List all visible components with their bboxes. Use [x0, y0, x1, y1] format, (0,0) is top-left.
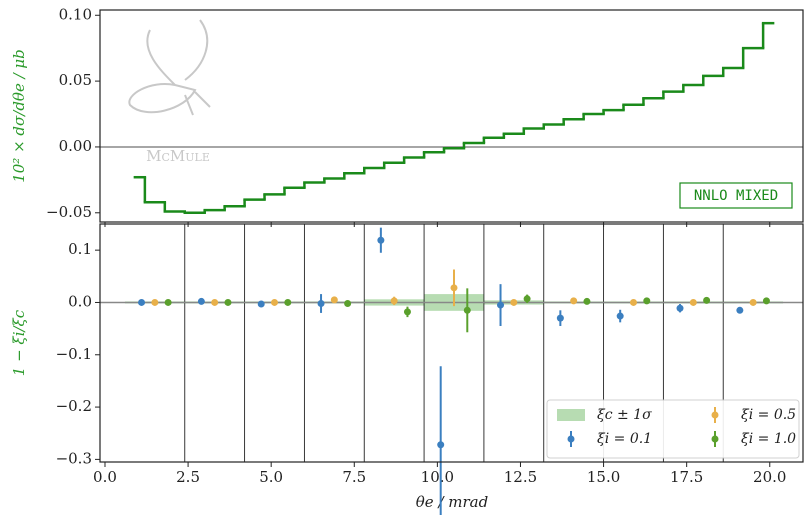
point: [583, 297, 591, 305]
y-tick-label: 0.10: [59, 5, 92, 23]
x-tick-label: 17.5: [670, 468, 703, 486]
watermark: McMule: [146, 147, 210, 165]
axes-frame: [99, 223, 804, 463]
annotation: NNLO MIXED: [694, 188, 778, 204]
x-tick-label: 20.0: [753, 468, 786, 486]
annotation-box: [679, 182, 793, 209]
point: [197, 297, 205, 305]
legend-marker: [567, 435, 575, 443]
point: [257, 300, 265, 308]
legend-label: ξc ± 1σ: [597, 407, 652, 423]
point: [703, 296, 711, 304]
point: [284, 298, 292, 306]
point: [523, 295, 531, 303]
legend-marker: [711, 411, 719, 419]
point: [510, 298, 518, 306]
point: [616, 312, 624, 320]
point: [437, 441, 445, 449]
y-tick-label: 0.05: [59, 71, 92, 89]
x-tick-label: 10.0: [421, 468, 454, 486]
point: [556, 314, 564, 322]
point: [736, 306, 744, 314]
legend-label: ξi = 0.5: [741, 407, 796, 423]
y-tick-label: 0.00: [59, 137, 92, 155]
x-tick-label: 12.5: [504, 468, 537, 486]
point: [138, 298, 146, 306]
legend-box: [546, 399, 800, 459]
point: [762, 297, 770, 305]
legend-label: ξi = 1.0: [741, 431, 796, 447]
point: [749, 298, 757, 306]
x-tick-label: 15.0: [587, 468, 620, 486]
x-axis-label: θe / mrad: [416, 493, 488, 511]
point: [377, 236, 385, 244]
point: [317, 300, 325, 308]
point: [403, 308, 411, 316]
y-tick-label: −0.3: [56, 449, 92, 467]
point: [497, 301, 505, 309]
legend-marker: [557, 409, 585, 421]
x-tick-label: 2.5: [176, 468, 200, 486]
legend-label: ξi = 0.1: [597, 431, 652, 447]
point: [676, 304, 684, 312]
y-tick-label: −0.1: [56, 345, 92, 363]
point: [643, 297, 651, 305]
point: [211, 298, 219, 306]
legend-marker: [711, 435, 719, 443]
x-tick-label: 5.0: [259, 468, 283, 486]
point: [330, 296, 338, 304]
x-tick-label: 7.5: [342, 468, 366, 486]
y-axis-label: 1 − ξi/ξc: [10, 309, 28, 376]
y-axis-label: 10² × dσ/dθe / μb: [10, 49, 28, 183]
point: [629, 298, 637, 306]
point: [151, 298, 159, 306]
axes-frame: [99, 9, 804, 223]
watermark-fly: [128, 19, 211, 116]
y-tick-label: 0.1: [68, 240, 92, 258]
point: [271, 298, 279, 306]
y-tick-label: −0.05: [46, 203, 92, 221]
y-tick-label: −0.2: [56, 397, 92, 415]
point: [344, 300, 352, 308]
point: [689, 298, 697, 306]
point: [450, 284, 458, 292]
point: [463, 306, 471, 314]
point: [570, 297, 578, 305]
x-tick-label: 0.0: [93, 468, 117, 486]
y-tick-label: 0.0: [68, 292, 92, 310]
point: [164, 298, 172, 306]
point: [224, 298, 232, 306]
point: [390, 297, 398, 305]
